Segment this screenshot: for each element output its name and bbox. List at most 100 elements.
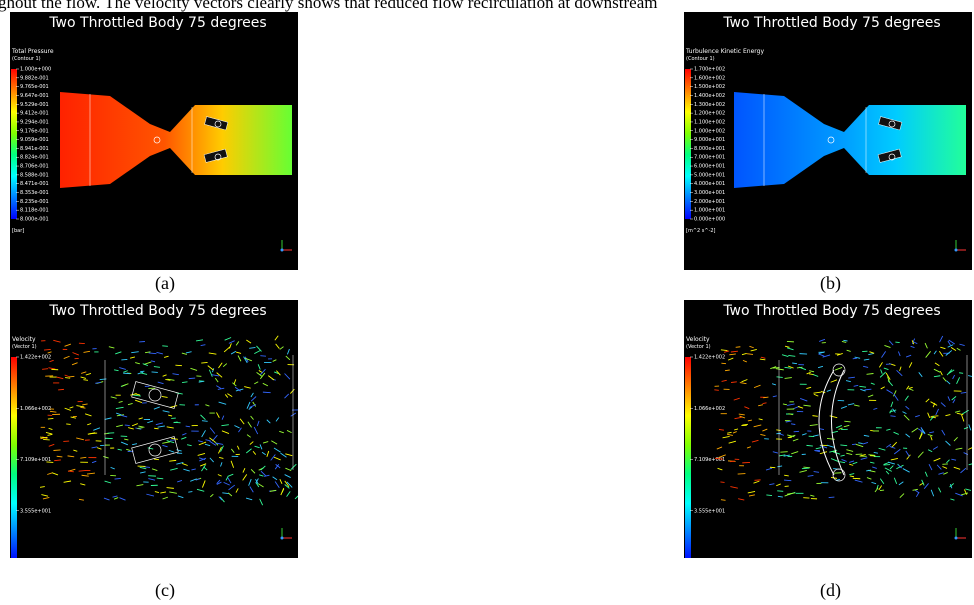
velocity-vector <box>909 389 914 391</box>
velocity-vector <box>169 492 177 493</box>
velocity-vector <box>818 366 823 367</box>
velocity-vector <box>276 417 279 421</box>
velocity-vector <box>139 418 143 419</box>
velocity-vector <box>148 479 155 481</box>
velocity-vector <box>81 377 86 379</box>
velocity-vector <box>187 445 192 446</box>
velocity-vector <box>262 452 266 454</box>
velocity-vector <box>842 341 846 342</box>
velocity-vector <box>783 404 787 405</box>
velocity-vector <box>951 459 956 460</box>
velocity-vector <box>135 400 142 402</box>
velocity-vector <box>284 394 288 398</box>
velocity-vector <box>766 495 772 496</box>
velocity-vector <box>58 389 64 390</box>
velocity-vector <box>229 343 231 348</box>
velocity-vector <box>913 489 918 490</box>
velocity-vector <box>928 413 930 418</box>
velocity-vector <box>85 414 91 416</box>
panel-title: Two Throttled Body 75 degrees <box>722 15 940 31</box>
velocity-vector <box>954 467 960 469</box>
velocity-vector <box>291 464 297 470</box>
velocity-vector <box>891 458 898 459</box>
velocity-vector <box>793 439 798 441</box>
velocity-vector <box>854 385 859 386</box>
velocity-vector <box>926 399 929 402</box>
velocity-vector <box>859 386 866 387</box>
velocity-vector <box>777 491 783 492</box>
colorbar-label: 1.000e+000 <box>20 67 51 73</box>
cfd-plot: Two Throttled Body 75 degreesTurbulence … <box>684 12 972 270</box>
velocity-vector <box>742 353 747 354</box>
velocity-vector <box>86 373 91 375</box>
velocity-vector <box>880 490 884 491</box>
velocity-vector <box>780 452 787 453</box>
caption: (d) <box>820 580 841 601</box>
velocity-vector <box>864 359 869 360</box>
velocity-vector <box>209 353 217 354</box>
velocity-vector <box>894 432 899 434</box>
velocity-vector <box>181 437 186 439</box>
velocity-vector <box>221 462 223 466</box>
velocity-vector <box>111 467 115 469</box>
legend-subtitle: (Vector 1) <box>686 344 711 350</box>
velocity-vector <box>152 469 157 471</box>
velocity-vector <box>111 397 117 398</box>
velocity-vector <box>748 491 755 492</box>
velocity-vector <box>156 352 162 354</box>
velocity-vector <box>760 434 765 435</box>
velocity-vector <box>168 415 172 416</box>
velocity-vector <box>205 405 209 406</box>
colorbar-label: 1.700e+002 <box>694 67 725 73</box>
colorbar-label: 1.300e+002 <box>694 102 725 108</box>
velocity-vector <box>753 481 759 483</box>
velocity-vector <box>118 449 122 450</box>
velocity-vector <box>65 375 70 377</box>
colorbar-label: 1.500e+002 <box>694 84 725 90</box>
velocity-vector <box>170 468 177 470</box>
duct <box>734 92 966 188</box>
velocity-vector <box>222 431 229 434</box>
velocity-vector <box>881 351 885 357</box>
velocity-vector <box>250 442 253 445</box>
velocity-vector <box>846 453 852 454</box>
velocity-vector <box>73 450 77 451</box>
velocity-vector <box>758 405 763 406</box>
velocity-vector <box>97 448 101 450</box>
velocity-vector <box>83 380 88 381</box>
velocity-vector <box>860 454 865 455</box>
colorbar-label: 9.882e-001 <box>20 75 49 81</box>
velocity-vector <box>73 352 79 355</box>
colorbar-label: 2.000e+001 <box>694 199 725 205</box>
velocity-vector <box>156 423 163 425</box>
velocity-vector <box>231 461 234 468</box>
unit-label: [bar] <box>12 228 24 234</box>
velocity-vector <box>969 463 972 465</box>
velocity-vector <box>721 350 728 351</box>
velocity-vector <box>886 429 890 430</box>
velocity-vector <box>137 428 142 429</box>
velocity-vector <box>827 445 834 447</box>
colorbar-label: 8.118e-001 <box>20 208 49 214</box>
velocity-vector <box>65 408 71 410</box>
velocity-vector <box>915 415 920 416</box>
colorbar-label: 9.529e-001 <box>20 102 49 108</box>
velocity-vector <box>778 496 783 497</box>
velocity-vector <box>76 438 84 440</box>
velocity-vector <box>749 346 753 347</box>
velocity-vector <box>769 484 774 485</box>
velocity-vector <box>188 492 192 493</box>
velocity-vector <box>210 494 213 497</box>
velocity-vector <box>237 446 239 450</box>
velocity-vector <box>870 462 874 463</box>
velocity-vector <box>167 427 174 428</box>
velocity-vector <box>197 489 204 491</box>
velocity-vector <box>812 416 817 417</box>
velocity-vector <box>263 392 271 393</box>
velocity-vector <box>913 342 917 344</box>
velocity-vector <box>943 377 946 381</box>
velocity-vector <box>808 475 814 476</box>
velocity-vector <box>762 429 767 431</box>
velocity-vector <box>182 433 186 435</box>
velocity-vector <box>784 475 789 476</box>
